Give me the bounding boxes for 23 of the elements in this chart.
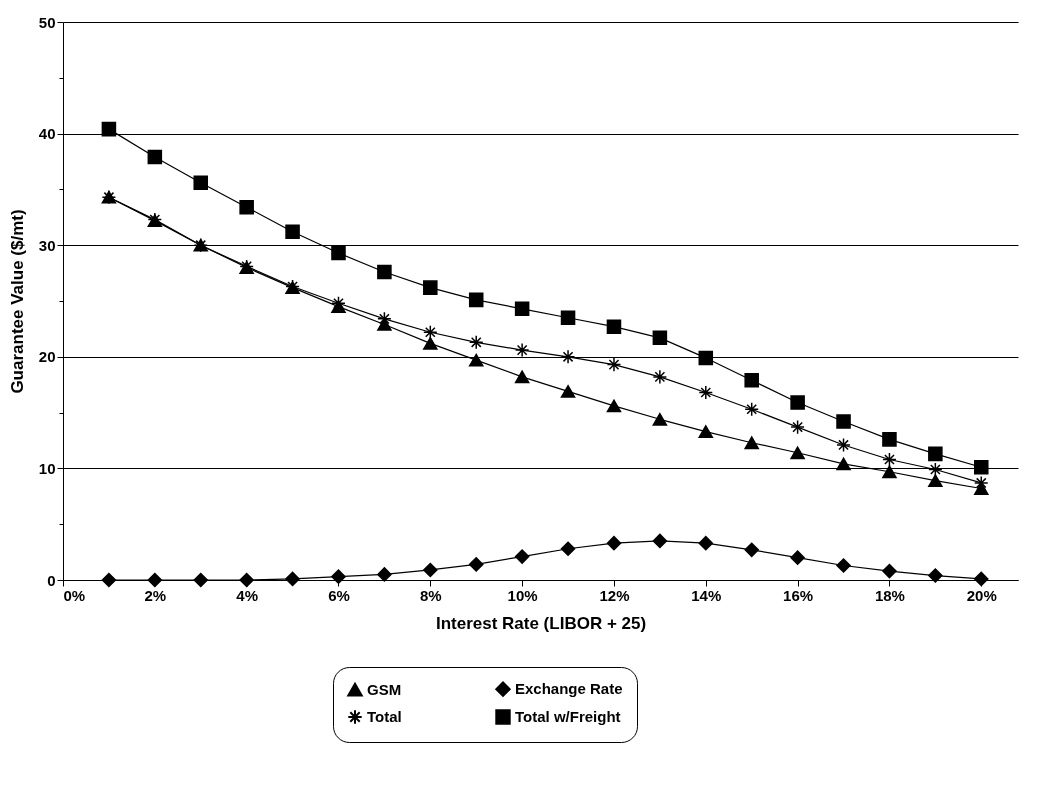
- y-tick-label: 30: [38, 236, 56, 254]
- y-axis-title: Guarantee Value ($/mt): [7, 209, 27, 394]
- x-tick-label: 4%: [236, 586, 258, 604]
- x-tick-label: 8%: [419, 586, 442, 604]
- x-tick-label: 2%: [144, 586, 167, 604]
- y-tick-label: 20: [38, 348, 56, 366]
- x-tick-label: 12%: [599, 586, 630, 604]
- legend-label: Exchange Rate: [515, 680, 623, 698]
- x-tick-label: 10%: [507, 586, 538, 604]
- x-tick-label: 20%: [966, 586, 997, 604]
- x-tick-label: 6%: [328, 586, 350, 604]
- x-tick-label: 16%: [783, 586, 814, 604]
- x-axis-title: Interest Rate (LIBOR + 25): [435, 613, 647, 633]
- y-tick-label: 0: [47, 571, 56, 589]
- x-tick-label: 0%: [63, 586, 86, 604]
- legend-label: GSM: [367, 680, 402, 698]
- x-tick-label: 18%: [874, 586, 905, 604]
- y-tick-label: 50: [38, 13, 56, 31]
- y-tick-label: 40: [38, 125, 56, 143]
- x-tick-label: 14%: [691, 586, 722, 604]
- y-tick-label: 10: [38, 459, 56, 477]
- legend-label: Total: [367, 708, 402, 725]
- legend-label: Total w/Freight: [515, 708, 621, 725]
